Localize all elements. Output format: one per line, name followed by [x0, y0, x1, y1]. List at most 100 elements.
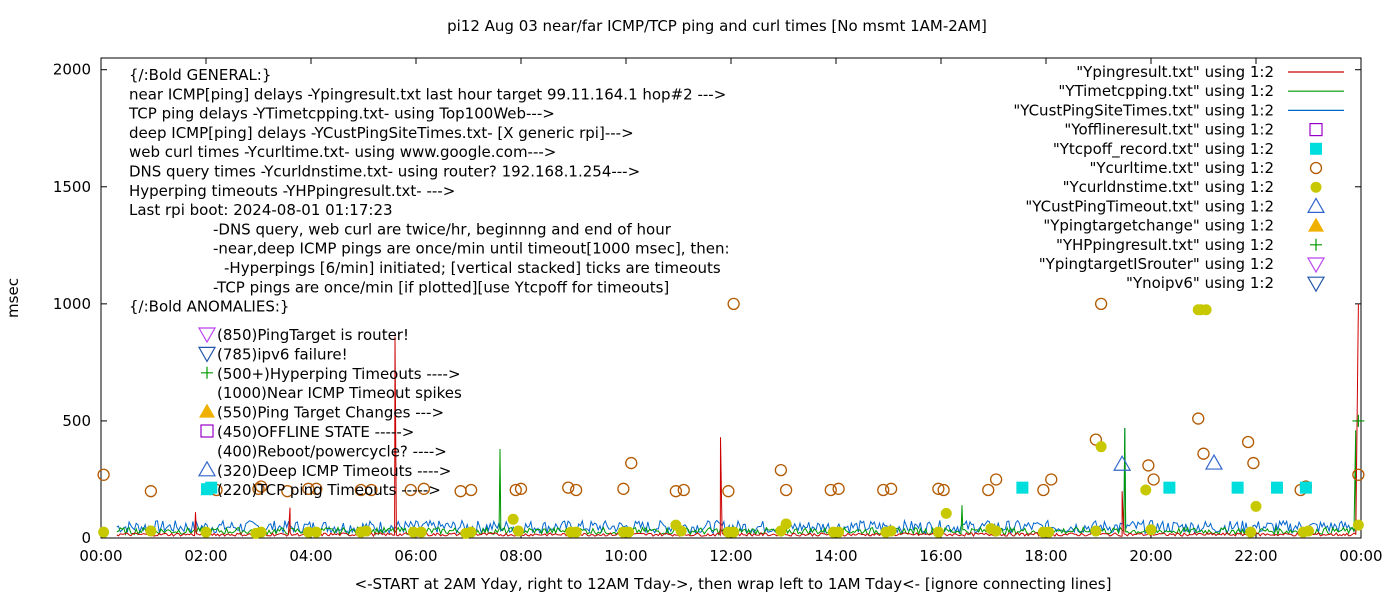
legend-label: "Ypingresult.txt" using 1:2 — [1076, 63, 1274, 81]
anomaly-marker — [199, 403, 215, 418]
anomaly-label: (550)Ping Target Changes ---> — [217, 404, 444, 422]
note-line: -DNS query, web curl are twice/hr, begin… — [213, 220, 672, 238]
curltime-point — [937, 483, 950, 497]
curltime-point — [464, 483, 478, 497]
tcpoff-point — [1016, 481, 1029, 494]
x-tick-label: 04:00 — [289, 547, 332, 565]
curldnstime-point — [932, 526, 944, 538]
curldnstime-point — [1140, 484, 1152, 496]
chart-title: pi12 Aug 03 near/far ICMP/TCP ping and c… — [447, 17, 987, 35]
legend-label: "YCustPingTimeout.txt" using 1:2 — [1025, 197, 1274, 215]
note-line: near ICMP[ping] delays -Ypingresult.txt … — [129, 85, 726, 103]
legend-label: "Ypingtargetchange" using 1:2 — [1043, 217, 1274, 235]
y-tick-label: 500 — [62, 412, 91, 430]
curltime-point — [1094, 297, 1108, 311]
series-markers — [97, 297, 1365, 539]
x-tick-label: 18:00 — [1024, 547, 1067, 565]
curltime-point — [310, 482, 323, 495]
legend-marker — [1306, 276, 1326, 293]
curldnstime-point — [675, 525, 687, 537]
curldnstime-point — [1095, 441, 1107, 453]
hyperping-point — [1352, 414, 1365, 427]
custping-series-line — [116, 427, 1357, 536]
legend-label: "Ytcpoff_record.txt" using 1:2 — [1053, 140, 1274, 159]
curltime-point — [302, 482, 315, 495]
custping-timeout-point — [1204, 453, 1224, 470]
curldnstime-point — [1245, 526, 1257, 538]
curltime-point — [824, 483, 837, 497]
legend-label: "Yofflineresult.txt" using 1:2 — [1064, 121, 1274, 139]
curldnstime-point — [415, 526, 427, 538]
curldnstime-point — [98, 526, 110, 538]
curltime-point — [1247, 456, 1260, 470]
curltime-point — [1197, 447, 1210, 460]
note-line: -TCP pings are once/min [if plotted][use… — [213, 278, 669, 296]
notes-block: {/:Bold GENERAL:}near ICMP[ping] delays … — [128, 66, 730, 499]
curltime-point — [832, 482, 845, 495]
x-tick-label: 16:00 — [919, 547, 962, 565]
legend-marker — [1306, 197, 1326, 213]
curldnstime-point — [310, 526, 322, 538]
note-line: web curl times -Ycurltime.txt- using www… — [129, 143, 556, 161]
curldnstime-point — [990, 525, 1002, 537]
curltime-point — [562, 481, 575, 494]
note-line: TCP ping delays -YTimetcpping.txt- using… — [128, 105, 555, 123]
legend-marker — [1306, 257, 1326, 274]
note-line: -Hyperpings [6/min] initiated; [vertical… — [224, 259, 721, 277]
curltime-point — [417, 482, 431, 495]
curldnstime-point — [885, 525, 897, 537]
curltime-point — [1352, 468, 1365, 481]
curldnstime-point — [512, 525, 524, 537]
y-axis-label: msec — [4, 278, 22, 318]
curltime-point — [281, 485, 294, 498]
anomaly-marker — [197, 346, 217, 363]
curltime-point — [884, 482, 898, 495]
x-tick-label: 00:00 — [79, 547, 122, 565]
legend-label: "YHPpingresult.txt" using 1:2 — [1056, 236, 1274, 254]
curltime-point — [1037, 483, 1050, 497]
legend-label: "Ycurldnstime.txt" using 1:2 — [1063, 178, 1274, 196]
y-tick-label: 0 — [81, 529, 91, 547]
legend-label: "YpingtargetISrouter" using 1:2 — [1039, 255, 1274, 273]
anomaly-marker — [200, 424, 214, 438]
curltime-point — [514, 482, 528, 495]
x-tick-label: 00:00 — [1339, 547, 1382, 565]
curltime-point — [1045, 473, 1058, 486]
anomaly-label: (220)TCP ping Timeouts -----> — [217, 481, 441, 499]
anomaly-label: (1000)Near ICMP Timeout spikes — [217, 384, 462, 402]
curldnstime-point — [780, 518, 792, 530]
legend-marker — [1310, 142, 1322, 155]
anomaly-label: (850)PingTarget is router! — [217, 326, 409, 344]
note-line: DNS query times -Ycurldnstime.txt- using… — [129, 163, 640, 181]
anomaly-marker — [197, 460, 217, 477]
curltime-point — [727, 297, 740, 311]
curldnstime-point — [360, 525, 372, 537]
x-tick-label: 22:00 — [1234, 547, 1277, 565]
note-line: Last rpi boot: 2024-08-01 01:17:23 — [129, 201, 393, 219]
curldnstime-point — [507, 513, 519, 525]
x-tick-label: 10:00 — [604, 547, 647, 565]
curldnstime-point — [465, 526, 477, 538]
curldnstime-point — [570, 526, 582, 538]
curldnstime-point — [940, 507, 952, 519]
curldnstime-point — [728, 526, 740, 538]
note-line: {/:Bold GENERAL:} — [129, 66, 271, 84]
curltime-point — [677, 483, 690, 497]
note-line: {/:Bold ANOMALIES:} — [129, 298, 289, 316]
anomaly-label: (450)OFFLINE STATE -----> — [217, 423, 414, 441]
anomaly-label: (500+)Hyperping Timeouts ----> — [217, 365, 461, 383]
anomaly-marker — [197, 327, 217, 344]
x-axis-label: <-START at 2AM Yday, right to 12AM Tday-… — [355, 575, 1112, 593]
curltime-point — [779, 483, 793, 497]
x-tick-label: 06:00 — [394, 547, 437, 565]
y-tick-label: 1000 — [53, 295, 91, 313]
note-line: Hyperping timeouts -YHPpingresult.txt- -… — [129, 182, 455, 200]
x-tick-label: 20:00 — [1129, 547, 1172, 565]
custping-timeout-point — [1113, 455, 1132, 471]
curltime-point — [1147, 473, 1160, 486]
anomaly-label: (320)Deep ICMP Timeouts ----> — [217, 462, 451, 480]
curltime-point — [774, 463, 788, 477]
legend-label: "Ynoipv6" using 1:2 — [1126, 274, 1274, 292]
